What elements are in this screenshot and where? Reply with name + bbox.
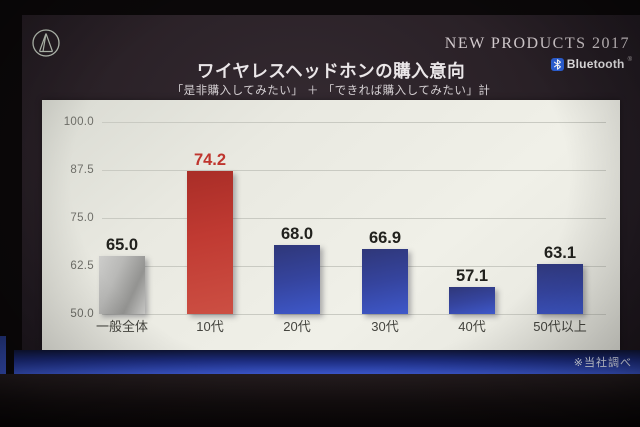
slide-subtitle: 「是非購入してみたい」 ＋ 「できれば購入してみたい」計 [171,85,491,97]
bottom-band: ※当社調べ [14,350,640,374]
bluetooth-registered-mark: ® [627,57,632,63]
audio-technica-logo-icon [31,27,63,59]
bluetooth-icon [550,57,564,71]
chart-panel [42,100,620,350]
slide-title: ワイヤレスヘッドホンの購入意向 [196,61,466,81]
bluetooth-badge: Bluetooth ® [550,57,632,71]
screen-edge-glow [0,336,6,376]
bluetooth-label: Bluetooth [566,57,625,71]
photo-bottom-shadow [0,374,640,427]
event-label: NEW PRODUCTS 2017 [444,35,630,52]
footnote: ※当社調べ [573,357,632,369]
